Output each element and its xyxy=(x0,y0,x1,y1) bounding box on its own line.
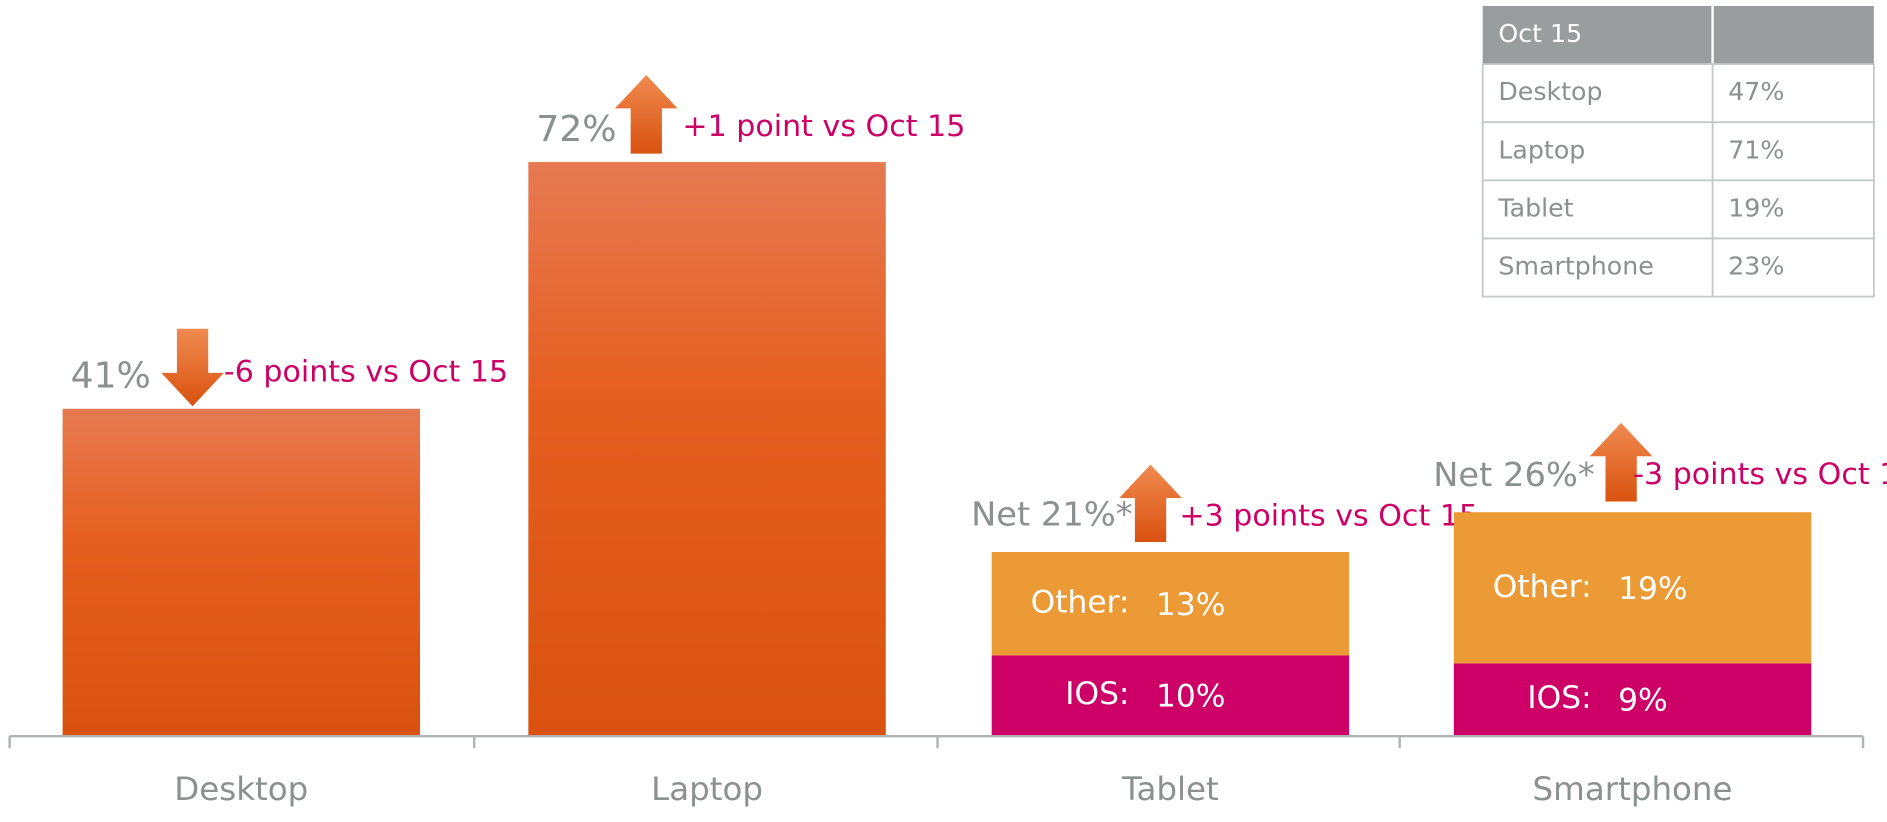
segment-name: Other: xyxy=(1493,569,1592,605)
table-cell: 47% xyxy=(1728,77,1784,106)
bar-segment xyxy=(1453,512,1812,664)
plot: Desktop 41% -6 points vs Oct 15 Laptop 72% +1… xyxy=(8,5,1887,808)
change-label: -6 points vs Oct 15 xyxy=(224,354,508,389)
change-arrow xyxy=(614,75,678,154)
segment-name: IOS: xyxy=(1065,676,1129,712)
change-arrow xyxy=(1589,422,1653,502)
table-cell: Tablet xyxy=(1497,194,1573,223)
x-tick-label: Tablet xyxy=(1121,770,1219,808)
change-arrow xyxy=(161,328,224,407)
table-cell: 71% xyxy=(1728,135,1784,164)
x-tick-label: Smartphone xyxy=(1533,770,1733,808)
table-header xyxy=(1482,5,1874,65)
table-cell: Laptop xyxy=(1498,135,1585,164)
value-label: 41% xyxy=(71,356,151,397)
segment-name: IOS: xyxy=(1527,680,1591,716)
x-tick-label: Laptop xyxy=(651,770,763,808)
table-row xyxy=(1481,237,1875,298)
net-label: Net 26%* xyxy=(1433,455,1595,494)
change-label: +1 point vs Oct 15 xyxy=(682,109,965,144)
change-arrow xyxy=(1119,464,1182,543)
bar-segment xyxy=(991,552,1350,656)
bar xyxy=(62,408,421,736)
value-label: 72% xyxy=(536,109,616,150)
table-header-text: Oct 15 xyxy=(1498,19,1582,48)
segment-value: 13% xyxy=(1156,587,1226,623)
bar xyxy=(528,162,886,736)
bar-segment xyxy=(1453,663,1812,736)
segment-name: Other: xyxy=(1031,585,1130,621)
segment-value: 19% xyxy=(1618,571,1688,607)
change-label: +3 points vs Oct 15 xyxy=(1179,499,1478,534)
net-label: Net 21%* xyxy=(971,495,1133,534)
segment-value: 9% xyxy=(1618,683,1668,719)
table-row xyxy=(1481,63,1875,124)
segment-value: 10% xyxy=(1156,679,1226,715)
table-row xyxy=(1481,179,1875,240)
bar-segment xyxy=(991,655,1350,736)
table-cell: Smartphone xyxy=(1498,252,1653,281)
change-label: -3 points vs Oct 15 xyxy=(1633,457,1887,492)
x-tick-label: Desktop xyxy=(174,770,308,808)
table-cell: Desktop xyxy=(1498,77,1602,106)
table-cell: 23% xyxy=(1728,252,1784,281)
table-cell: 19% xyxy=(1728,194,1784,223)
table-row xyxy=(1481,121,1875,182)
